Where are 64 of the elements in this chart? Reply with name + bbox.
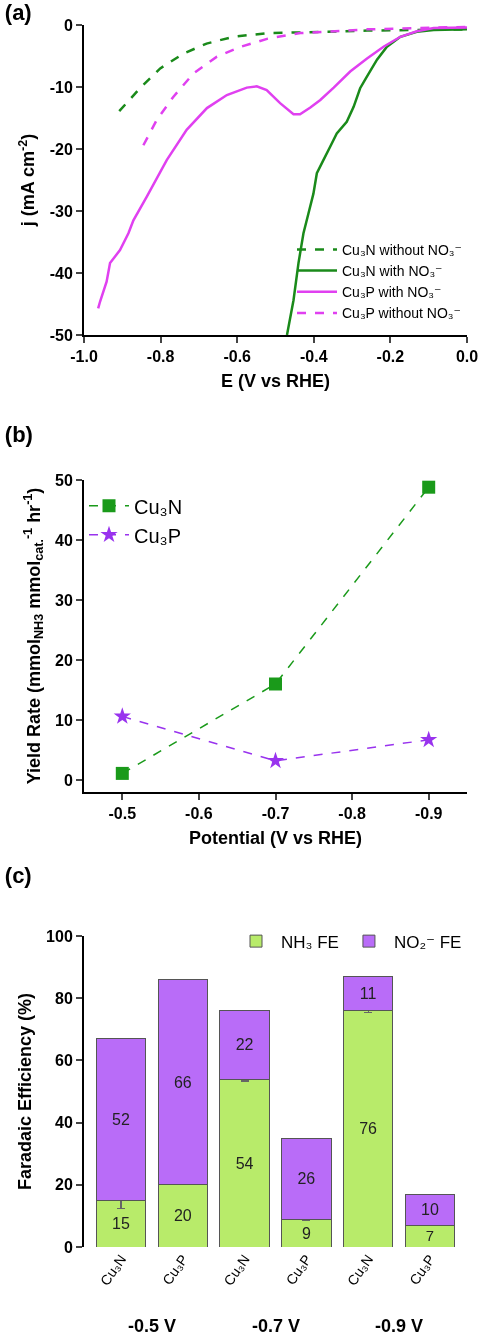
x-tick-label: -0.9 xyxy=(414,805,443,823)
legend-label: Cu₃N without NO₃⁻ xyxy=(342,241,462,258)
x-tick-label: -0.6 xyxy=(185,805,213,823)
y-tick-label: 50 xyxy=(55,471,73,489)
legend-label: Cu₃P with NO₃⁻ xyxy=(342,284,442,301)
y-tick-label: -30 xyxy=(49,202,73,220)
x-tick-label: 0.0 xyxy=(455,348,479,366)
legend-label: NO₂⁻ FE xyxy=(393,932,462,952)
y-tick-label: 0 xyxy=(63,771,73,789)
chart-title: (b) xyxy=(4,422,33,447)
data-label: 66 xyxy=(173,1073,192,1091)
y-tick-label: 10 xyxy=(55,711,73,729)
y-tick-label: -20 xyxy=(49,140,73,158)
x-tick-label: -0.8 xyxy=(146,348,175,366)
data-label: 9 xyxy=(301,1224,311,1242)
data-label: 15 xyxy=(112,1215,131,1233)
y-tick-label: 30 xyxy=(55,591,73,609)
x-axis-title: Potential (V vs RHE) xyxy=(188,827,363,848)
point xyxy=(420,730,438,748)
data-label: 20 xyxy=(173,1207,192,1225)
point xyxy=(422,480,436,494)
x-tick-label: -0.2 xyxy=(376,348,405,366)
y-tick-label: 20 xyxy=(55,1176,73,1194)
text: -0.9 V xyxy=(375,1316,424,1336)
y-tick-label: 100 xyxy=(46,927,73,945)
point xyxy=(266,751,285,769)
legend-label: Cu₃N with NO₃⁻ xyxy=(342,263,443,280)
x-tick-label: -0.6 xyxy=(223,348,252,366)
data-label: 7 xyxy=(425,1228,435,1245)
y-tick-label: 0 xyxy=(63,1238,73,1256)
data-label: 52 xyxy=(112,1110,131,1128)
x-tick-label: -0.5 xyxy=(108,805,137,823)
x-tick-label: -0.7 xyxy=(261,805,290,823)
legend-label: Cu₃P without NO₃⁻ xyxy=(342,305,461,322)
y-tick-label: -10 xyxy=(49,78,73,96)
y-tick-label: 20 xyxy=(55,651,73,669)
y-tick-label: 0 xyxy=(63,16,73,34)
y-tick-label: 60 xyxy=(55,1052,73,1069)
x-tick-label: -0.8 xyxy=(338,805,366,823)
text: -0.7 V xyxy=(252,1316,301,1336)
legend-label: Cu₃N xyxy=(134,495,183,518)
x-tick-label: -0.4 xyxy=(300,348,328,366)
x-axis-title: E (V vs RHE) xyxy=(220,370,331,391)
point xyxy=(115,766,129,780)
y-tick-label: 40 xyxy=(55,1114,73,1132)
data-label: 11 xyxy=(359,985,377,1003)
y-axis-title: Faradaic Efficiency (%) xyxy=(14,992,35,1191)
legend-label: NH₃ FE xyxy=(281,932,339,952)
x-tick-label: -1.0 xyxy=(70,348,98,366)
point xyxy=(269,677,282,691)
text: -0.5 V xyxy=(128,1316,177,1336)
data-label: 22 xyxy=(235,1036,254,1054)
chart-title: (c) xyxy=(4,862,32,888)
y-tick-label: 40 xyxy=(55,531,73,549)
point xyxy=(113,707,131,724)
y-tick-label: -40 xyxy=(49,264,73,282)
data-label: 76 xyxy=(359,1120,378,1138)
legend-label: Cu₃P xyxy=(134,524,182,547)
chart-title: (a) xyxy=(4,0,32,25)
y-tick-label: 80 xyxy=(55,989,73,1007)
y-tick-label: -50 xyxy=(49,326,73,344)
data-label: 54 xyxy=(235,1154,254,1172)
data-label: 26 xyxy=(297,1170,316,1188)
data-label: 10 xyxy=(420,1201,439,1219)
